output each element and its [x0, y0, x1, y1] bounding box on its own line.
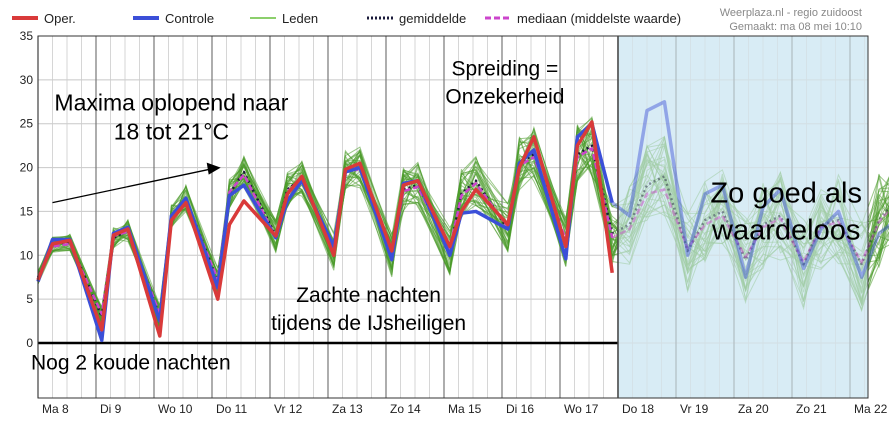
x-tick-label: Di 9 [100, 402, 122, 416]
legend-mediaan-label: mediaan (middelste waarde) [517, 11, 681, 26]
series-line-faded-controle [611, 100, 889, 279]
y-tick-label: 30 [20, 73, 34, 87]
annotations: Spreiding = Onzekerheid Maxima oplopend na… [31, 57, 862, 374]
x-tick-label: Ma 22 [854, 402, 888, 416]
x-tick-label: Do 11 [216, 402, 247, 416]
credit-source: Weerplaza.nl - regio zuidoost [720, 7, 862, 19]
y-tick-label: 35 [20, 29, 34, 43]
annotation-text: 18 tot 21°C [114, 119, 229, 145]
x-tick-label: Di 16 [506, 402, 534, 416]
legend-gemiddelde-label: gemiddelde [399, 11, 466, 26]
credit-created: Gemaakt: ma 08 mei 10:10 [729, 21, 862, 33]
annotation-text: Spreiding = [451, 57, 558, 80]
x-tick-label: Zo 21 [796, 402, 827, 416]
y-tick-label: 20 [20, 161, 34, 175]
x-axis-ticks: Ma 8 Di 9 Wo 10 Do 11 Vr 12 Za 13 Zo 14 Ma 15 Di… [42, 402, 888, 416]
legend-controle-label: Controle [165, 11, 214, 26]
annotation-text: Zo goed als [710, 178, 862, 210]
arrow-shaft [52, 168, 211, 204]
arrow-head [206, 162, 221, 175]
x-tick-label: Za 13 [332, 402, 363, 416]
y-tick-label: 5 [26, 292, 33, 306]
x-tick-label: Ma 15 [448, 402, 482, 416]
y-tick-label: 15 [20, 204, 34, 218]
x-tick-label: Wo 10 [158, 402, 193, 416]
y-axis-ticks: 0 5 10 15 20 25 30 35 [20, 29, 34, 350]
x-tick-label: Za 20 [738, 402, 769, 416]
annotation-text: tijdens de IJsheiligen [271, 312, 466, 335]
x-tick-label: Vr 19 [680, 402, 709, 416]
legend-leden-label: Leden [282, 11, 318, 26]
x-tick-label: Ma 8 [42, 402, 69, 416]
x-tick-label: Do 18 [622, 402, 654, 416]
plot-frame [37, 35, 869, 399]
fade-overlay [618, 36, 868, 398]
x-tick-label: Zo 14 [390, 402, 421, 416]
annotation-text: Onzekerheid [445, 86, 564, 109]
annotation-text: Nog 2 koude nachten [31, 351, 231, 374]
x-tick-label: Vr 12 [274, 402, 303, 416]
legend-oper-label: Oper. [44, 11, 76, 26]
y-tick-label: 0 [26, 336, 33, 350]
x-tick-label: Wo 17 [564, 402, 599, 416]
legend: Oper. Controle Leden gemiddelde mediaan (mid… [12, 7, 862, 33]
y-tick-label: 10 [20, 248, 34, 262]
annotation-text: Zachte nachten [296, 284, 441, 307]
annotation-text: waardeloos [711, 214, 860, 246]
series-line-oper [36, 120, 614, 338]
annotation-text: Maxima oplopend naar [54, 90, 288, 116]
y-tick-label: 25 [20, 117, 34, 131]
series-line-faded-mediaan [611, 188, 889, 264]
main-series [36, 100, 889, 343]
series-line-faded-gemiddelde [611, 175, 889, 266]
max-arrow [52, 162, 221, 204]
